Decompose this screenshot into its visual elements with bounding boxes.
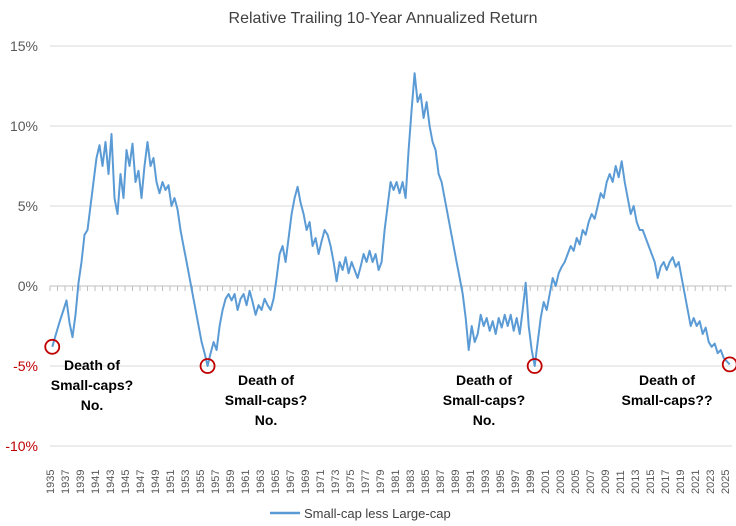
x-tick-label: 2015: [645, 470, 657, 494]
legend-label: Small-cap less Large-cap: [304, 506, 451, 521]
series-line-small-cap-less-large-cap: [51, 72, 731, 367]
gridlines: [50, 45, 732, 447]
annotation-line: Small-caps?: [51, 377, 133, 393]
x-tick-label: 1985: [420, 470, 432, 494]
x-tick-label: 1973: [330, 470, 342, 494]
x-tick-label: 1997: [510, 470, 522, 494]
highlight-circle: [44, 338, 61, 355]
x-tick-label: 2025: [720, 470, 732, 494]
x-tick-label: 2011: [615, 470, 627, 494]
x-tick-label: 2005: [570, 470, 582, 494]
highlight-circle: [526, 358, 543, 374]
x-tick-label: 1989: [450, 470, 462, 494]
annotation-4: Death of Small-caps??: [621, 372, 712, 408]
annotation-line: Death of: [639, 372, 695, 388]
annotation-line: Small-caps?: [443, 392, 525, 408]
annotation-line: Death of: [456, 372, 512, 388]
x-tick-label: 1941: [90, 470, 102, 494]
x-tick-label: 2007: [585, 470, 597, 494]
x-tick-label: 1959: [225, 470, 237, 494]
x-tick-label: 1995: [495, 470, 507, 494]
annotation-3: Death of Small-caps? No.: [443, 372, 525, 428]
x-axis: 1935 1937 1939 1941 1943 1945 1947 1949 1951 1953…: [45, 285, 732, 494]
x-tick-label: 1977: [360, 470, 372, 494]
y-tick-label: -5%: [13, 358, 38, 374]
annotation-1: Death of Small-caps? No.: [51, 357, 133, 413]
y-tick-label: 5%: [18, 198, 38, 214]
annotation-line: Small-caps?: [225, 392, 307, 408]
x-tick-label: 1939: [75, 470, 87, 494]
x-tick-label: 2013: [630, 470, 642, 494]
y-tick-label: 10%: [10, 118, 38, 134]
x-tick-label: 1987: [435, 470, 447, 494]
x-tick-label: 1961: [240, 470, 252, 494]
chart-title: Relative Trailing 10-Year Annualized Ret…: [229, 10, 538, 27]
x-tick-label: 1935: [45, 470, 57, 494]
x-tick-label: 2001: [540, 470, 552, 494]
x-tick-label: 1971: [315, 470, 327, 494]
annotations: Death of Small-caps? No. Death of Small-caps…: [51, 357, 713, 428]
x-tick-label: 2003: [555, 470, 567, 494]
annotation-line: No.: [81, 397, 104, 413]
x-tick-label: 1945: [120, 470, 132, 494]
x-tick-label: 1955: [195, 470, 207, 494]
highlight-circles: [44, 338, 736, 374]
x-tick-label: 1993: [480, 470, 492, 494]
highlight-circle: [721, 356, 736, 373]
x-tick-label: 2017: [660, 470, 672, 494]
x-tick-label: 1953: [180, 470, 192, 494]
x-tick-label: 1975: [345, 470, 357, 494]
x-tick-label: 1991: [465, 470, 477, 494]
x-tick-label: 1963: [255, 470, 267, 494]
x-tick-label: 2023: [705, 470, 717, 494]
x-tick-label: 1957: [210, 470, 222, 494]
annotation-line: No.: [473, 412, 496, 428]
y-axis-ticks: 15% 10% 5% 0% -5% -10%: [5, 38, 38, 454]
x-tick-label: 2009: [600, 470, 612, 494]
x-tick-label: 2021: [690, 470, 702, 494]
x-tick-label: 2019: [675, 470, 687, 494]
x-tick-label: 1943: [105, 470, 117, 494]
legend: Small-cap less Large-cap: [270, 506, 451, 521]
x-tick-label: 1979: [375, 470, 387, 494]
y-tick-label: 0%: [18, 278, 38, 294]
y-tick-label: 15%: [10, 38, 38, 54]
x-tick-label: 1969: [300, 470, 312, 494]
annotation-line: No.: [255, 412, 278, 428]
x-tick-label: 1951: [165, 470, 177, 494]
annotation-line: Death of: [64, 357, 120, 373]
annotation-2: Death of Small-caps? No.: [225, 372, 307, 428]
x-tick-label: 1999: [525, 470, 537, 494]
x-tick-label: 1949: [150, 470, 162, 494]
x-tick-label: 1983: [405, 470, 417, 494]
annotation-line: Small-caps??: [621, 392, 712, 408]
x-tick-label: 1967: [285, 470, 297, 494]
y-tick-label: -10%: [5, 438, 38, 454]
x-tick-label: 1947: [135, 470, 147, 494]
x-tick-label: 1937: [60, 470, 72, 494]
annotation-line: Death of: [238, 372, 294, 388]
x-tick-label: 1965: [270, 470, 282, 494]
highlight-circle: [199, 358, 216, 374]
x-tick-label: 1981: [390, 470, 402, 494]
